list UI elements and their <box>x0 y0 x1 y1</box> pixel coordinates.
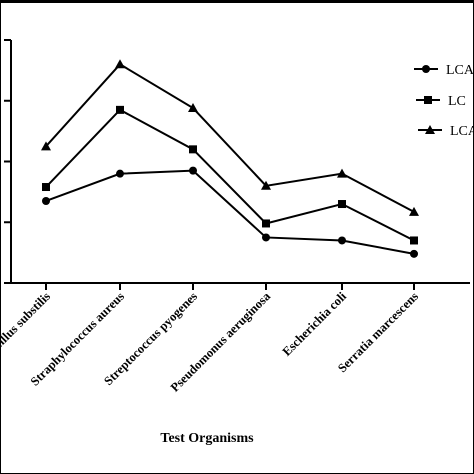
series-2 <box>42 105 418 245</box>
data-point-circle <box>422 65 430 73</box>
data-point-circle <box>116 169 124 178</box>
series-line <box>45 169 415 255</box>
data-point-triangle <box>115 59 125 69</box>
data-point-square <box>410 236 418 245</box>
series-1 <box>42 166 418 258</box>
data-point-triangle <box>425 125 435 134</box>
data-point-square <box>338 200 346 209</box>
data-point-triangle <box>41 141 51 151</box>
legend: LCA LC LCA <box>414 63 474 139</box>
data-point-circle <box>262 233 270 242</box>
x-axis-title: Test Organisms <box>160 431 254 446</box>
legend-label: LC <box>448 94 466 109</box>
data-point-circle <box>338 236 346 245</box>
x-tick-label: Serratia marcescens <box>335 289 421 375</box>
series-layer <box>41 59 419 258</box>
data-point-triangle <box>337 168 347 178</box>
series-line <box>45 63 415 213</box>
data-point-square <box>189 145 197 154</box>
legend-label: LCA <box>450 124 474 139</box>
data-point-square <box>424 96 432 104</box>
data-point-circle <box>410 249 418 258</box>
x-tick-label: Escherichia coli <box>280 289 350 359</box>
series-line <box>45 108 415 242</box>
axes <box>4 39 470 290</box>
series-3 <box>41 59 419 216</box>
legend-item: LCA <box>414 63 474 78</box>
data-point-triangle <box>409 206 419 216</box>
data-point-circle <box>189 166 197 175</box>
data-point-triangle <box>188 103 198 113</box>
legend-label: LCA <box>446 63 474 78</box>
data-point-square <box>42 183 50 192</box>
legend-item: LC <box>416 94 466 109</box>
data-point-circle <box>42 196 50 205</box>
data-point-square <box>262 219 270 228</box>
data-point-triangle <box>261 180 271 190</box>
data-point-square <box>116 105 124 114</box>
x-tick-label: Bacillus substilis <box>0 289 53 362</box>
legend-item: LCA <box>418 124 474 139</box>
